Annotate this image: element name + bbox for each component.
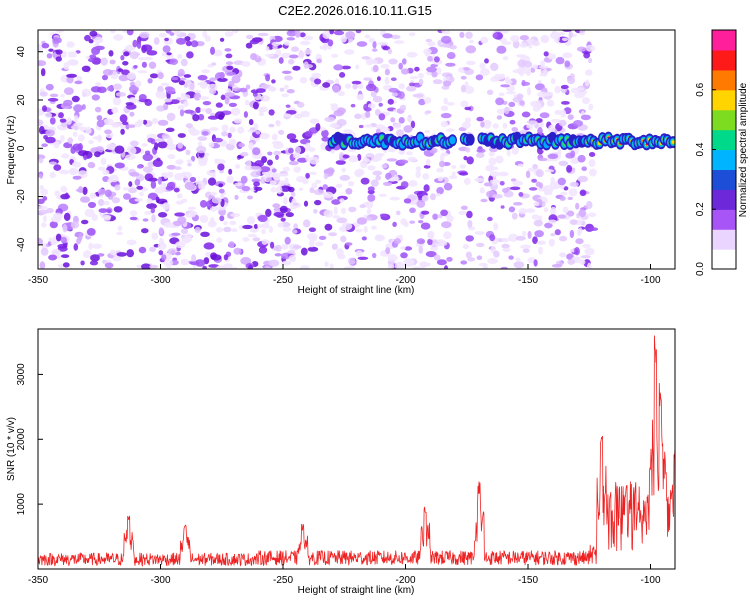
colorbar: 0.0 0.2 0.4 0.6 Normalized spectral amplitud… [695, 30, 749, 276]
y-tick-label: 2000 [16, 428, 27, 451]
y-tick-label: -20 [16, 189, 27, 204]
colorbar-tick-label: 0.0 [695, 262, 706, 276]
x-tick-label: -300 [150, 575, 170, 586]
colorbar-step [712, 70, 736, 91]
colorbar-tick-label: 0.2 [695, 202, 706, 216]
figure: C2E2.2026.016.10.11.G15 -350 -300 -250 -20 0… [0, 0, 750, 600]
colorbar-step [712, 209, 736, 230]
x-tick-label: -350 [28, 575, 48, 586]
snr-plot: -350 -300 -250 -200 -150 -100100020003000Heig… [6, 329, 675, 596]
colorbar-step [712, 189, 736, 210]
colorbar-label: Normalized spectral amplitude [738, 82, 749, 217]
spectrogram-plot: -350 -300 -250 -200 -150 -100-40-2002040Heigh… [6, 27, 678, 296]
colorbar-step [712, 30, 736, 51]
x-tick-label: -150 [518, 275, 538, 286]
x-tick-label: -350 [28, 275, 48, 286]
y-axis-label: Frequency (Hz) [6, 116, 17, 185]
colorbar-step [712, 150, 736, 171]
colorbar-step [712, 90, 736, 111]
y-tick-label: 1000 [16, 493, 27, 516]
x-tick-label: -250 [273, 275, 293, 286]
x-tick-label: -100 [640, 275, 660, 286]
x-tick-label: -300 [150, 275, 170, 286]
chart-title: C2E2.2026.016.10.11.G15 [278, 3, 432, 18]
colorbar-step [712, 50, 736, 71]
x-tick-label: -250 [273, 575, 293, 586]
spectrogram-noise [33, 27, 598, 272]
colorbar-tick-label: 0.4 [695, 142, 706, 156]
y-tick-label: 3000 [16, 363, 27, 386]
y-tick-label: 20 [16, 94, 27, 106]
colorbar-step [712, 130, 736, 151]
signal-band [328, 132, 678, 151]
colorbar-step [712, 229, 736, 250]
x-axis-label: Height of straight line (km) [298, 285, 415, 296]
colorbar-step [712, 169, 736, 190]
x-axis-label: Height of straight line (km) [298, 585, 415, 596]
y-tick-label: -40 [16, 237, 27, 252]
x-tick-label: -150 [518, 575, 538, 586]
snr-series-line [38, 336, 675, 566]
colorbar-step [712, 110, 736, 131]
y-tick-label: 40 [16, 46, 27, 58]
y-axis-label: SNR (10 * v/v) [6, 417, 17, 481]
snr-frame [38, 329, 675, 569]
colorbar-tick-label: 0.6 [695, 82, 706, 96]
colorbar-step [712, 249, 736, 270]
x-tick-label: -100 [640, 575, 660, 586]
y-tick-label: 0 [16, 145, 27, 151]
